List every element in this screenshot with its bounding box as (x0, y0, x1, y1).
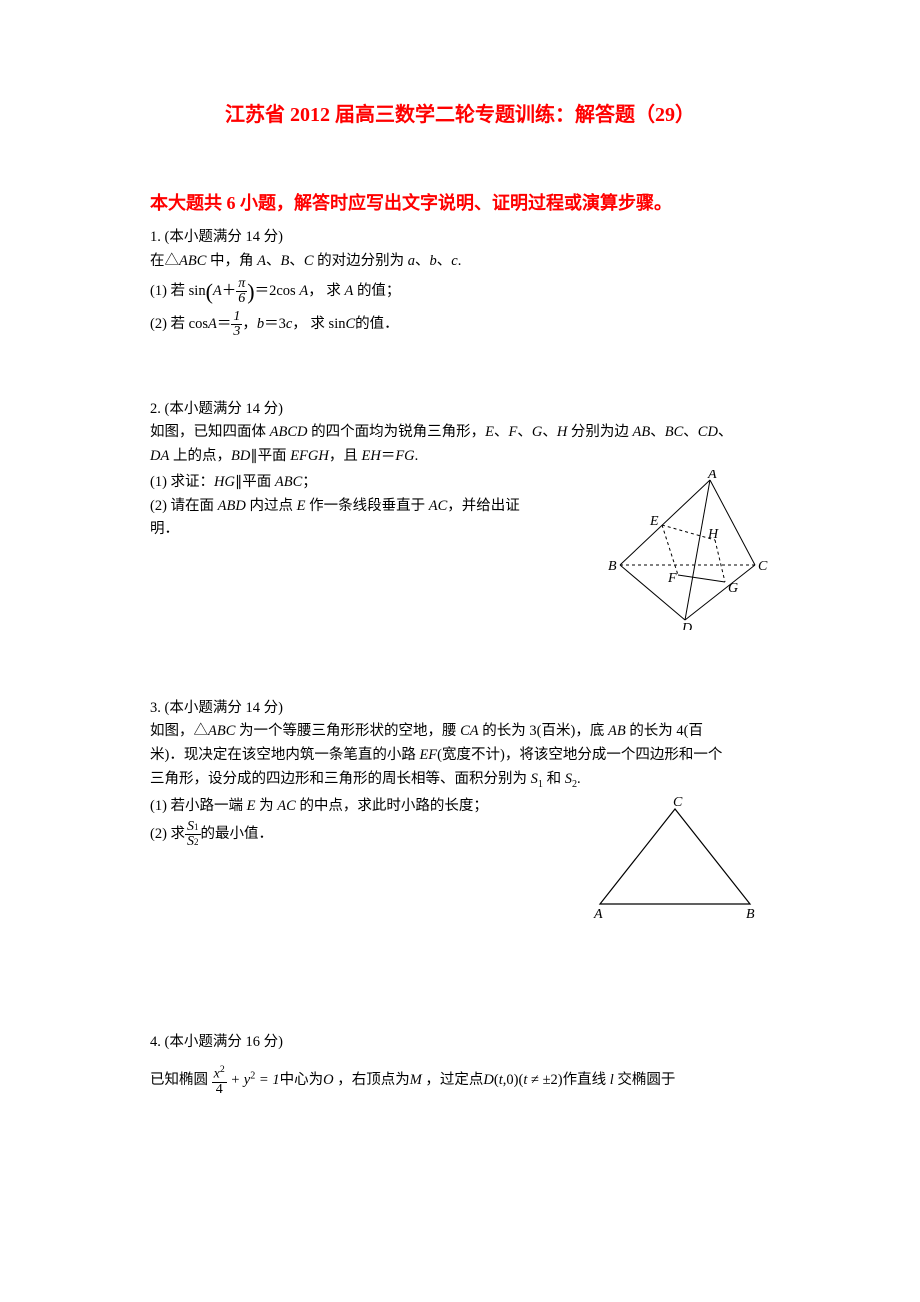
problem-1: 1. (本小题满分 14 分) 在△ABC 中，角 A、B、C 的对边分别为 a… (150, 227, 770, 339)
p3-line2: 米)．现决定在该空地内筑一条笔直的小路 EF(宽度不计)，将该空地分成一个四边形… (150, 745, 770, 767)
p2-figure: A B C D E F G H (600, 470, 770, 638)
svg-text:H: H (707, 527, 719, 542)
title-year: 2012 (290, 104, 330, 126)
title-close: ） (675, 104, 695, 126)
p3-figure: C A B (580, 794, 770, 932)
svg-text:C: C (673, 795, 683, 810)
p4-header: 4. (本小题满分 16 分) (150, 1032, 770, 1054)
svg-text:D: D (681, 621, 692, 630)
problem-4: 4. (本小题满分 16 分) 已知椭圆 x24 + y2 = 1中心为O ，右… (150, 1032, 770, 1097)
svg-text:G: G (728, 581, 738, 596)
p4-line1: 已知椭圆 x24 + y2 = 1中心为O ，右顶点为M ，过定点D(t,0)(… (150, 1065, 770, 1097)
svg-text:B: B (608, 559, 617, 574)
p1-header: 1. (本小题满分 14 分) (150, 227, 770, 249)
p2-q1: (1) 求证：HG∥平面 ABC； (150, 472, 590, 494)
p2-line2: DA 上的点，BD∥平面 EFGH，且 EH＝FG. (150, 446, 770, 468)
p3-line3: 三角形，设分成的四边形和三角形的周长相等、面积分别为 S1 和 S2. (150, 769, 770, 792)
svg-text:B: B (746, 907, 755, 922)
p1-q1: (1) 若 sin(A＋π6)＝2cos A， 求 A 的值； (150, 275, 770, 308)
p3-q2: (2) 求S1S2的最小值． (150, 820, 570, 849)
svg-text:A: A (707, 470, 717, 482)
frac-pi-6: π6 (236, 277, 247, 306)
frac-1-3: 13 (231, 310, 242, 339)
p1-q2: (2) 若 cosA＝13，b＝3c， 求 sinC的值． (150, 310, 770, 339)
page-title: 江苏省 2012 届高三数学二轮专题训练：解答题（29） (150, 100, 770, 130)
frac-x2-4: x24 (212, 1065, 227, 1097)
title-num: 29 (655, 104, 675, 126)
p3-line1: 如图，△ABC 为一个等腰三角形形状的空地，腰 CA 的长为 3(百米)，底 A… (150, 721, 770, 743)
svg-text:A: A (593, 907, 603, 922)
problem-2: 2. (本小题满分 14 分) 如图，已知四面体 ABCD 的四个面均为锐角三角… (150, 399, 770, 638)
title-suffix: 届高三数学二轮专题训练：解答题（ (330, 104, 655, 126)
title-prefix: 江苏省 (225, 104, 290, 126)
problem-3: 3. (本小题满分 14 分) 如图，△ABC 为一个等腰三角形形状的空地，腰 … (150, 698, 770, 932)
svg-text:E: E (649, 514, 659, 529)
p3-q1: (1) 若小路一端 E 为 AC 的中点，求此时小路的长度； (150, 796, 570, 818)
p3-header: 3. (本小题满分 14 分) (150, 698, 770, 720)
svg-text:F: F (667, 571, 677, 586)
p1-line1: 在△ABC 中，角 A、B、C 的对边分别为 a、b、c. (150, 251, 770, 273)
p2-q2: (2) 请在面 ABD 内过点 E 作一条线段垂直于 AC，并给出证 (150, 496, 590, 518)
p2-header: 2. (本小题满分 14 分) (150, 399, 770, 421)
p2-line1: 如图，已知四面体 ABCD 的四个面均为锐角三角形，E、F、G、H 分别为边 A… (150, 422, 770, 444)
instructions: 本大题共 6 小题，解答时应写出文字说明、证明过程或演算步骤。 (150, 190, 770, 217)
svg-text:C: C (758, 559, 768, 574)
frac-s1-s2: S1S2 (185, 820, 201, 849)
p2-q2b: 明． (150, 519, 590, 541)
